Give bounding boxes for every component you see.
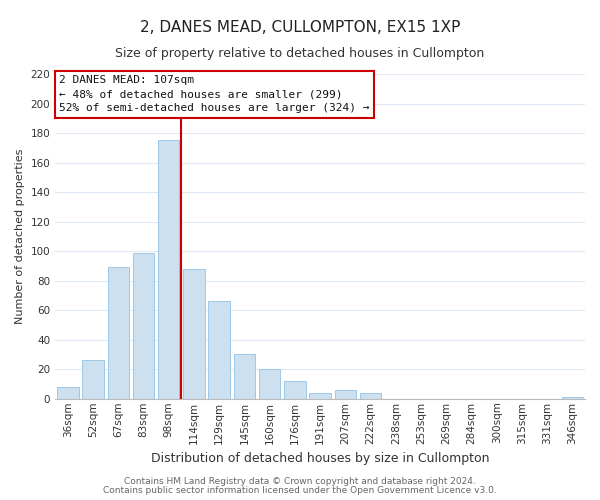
Text: Contains HM Land Registry data © Crown copyright and database right 2024.: Contains HM Land Registry data © Crown c… (124, 477, 476, 486)
Bar (259, 369, 280, 399)
Bar (133, 252, 154, 399)
Bar (82, 360, 104, 399)
Bar (562, 398, 583, 399)
Bar (183, 269, 205, 399)
Text: Contains public sector information licensed under the Open Government Licence v3: Contains public sector information licen… (103, 486, 497, 495)
Text: Size of property relative to detached houses in Cullompton: Size of property relative to detached ho… (115, 48, 485, 60)
Text: 2, DANES MEAD, CULLOMPTON, EX15 1XP: 2, DANES MEAD, CULLOMPTON, EX15 1XP (140, 20, 460, 35)
Bar (57, 387, 79, 399)
Bar (335, 390, 356, 399)
Text: 2 DANES MEAD: 107sqm
← 48% of detached houses are smaller (299)
52% of semi-deta: 2 DANES MEAD: 107sqm ← 48% of detached h… (59, 76, 370, 114)
Y-axis label: Number of detached properties: Number of detached properties (15, 148, 25, 324)
Bar (233, 354, 255, 399)
Bar (158, 140, 179, 399)
Bar (310, 393, 331, 399)
X-axis label: Distribution of detached houses by size in Cullompton: Distribution of detached houses by size … (151, 452, 490, 465)
Bar (360, 393, 381, 399)
Bar (107, 268, 129, 399)
Bar (284, 381, 305, 399)
Bar (208, 302, 230, 399)
